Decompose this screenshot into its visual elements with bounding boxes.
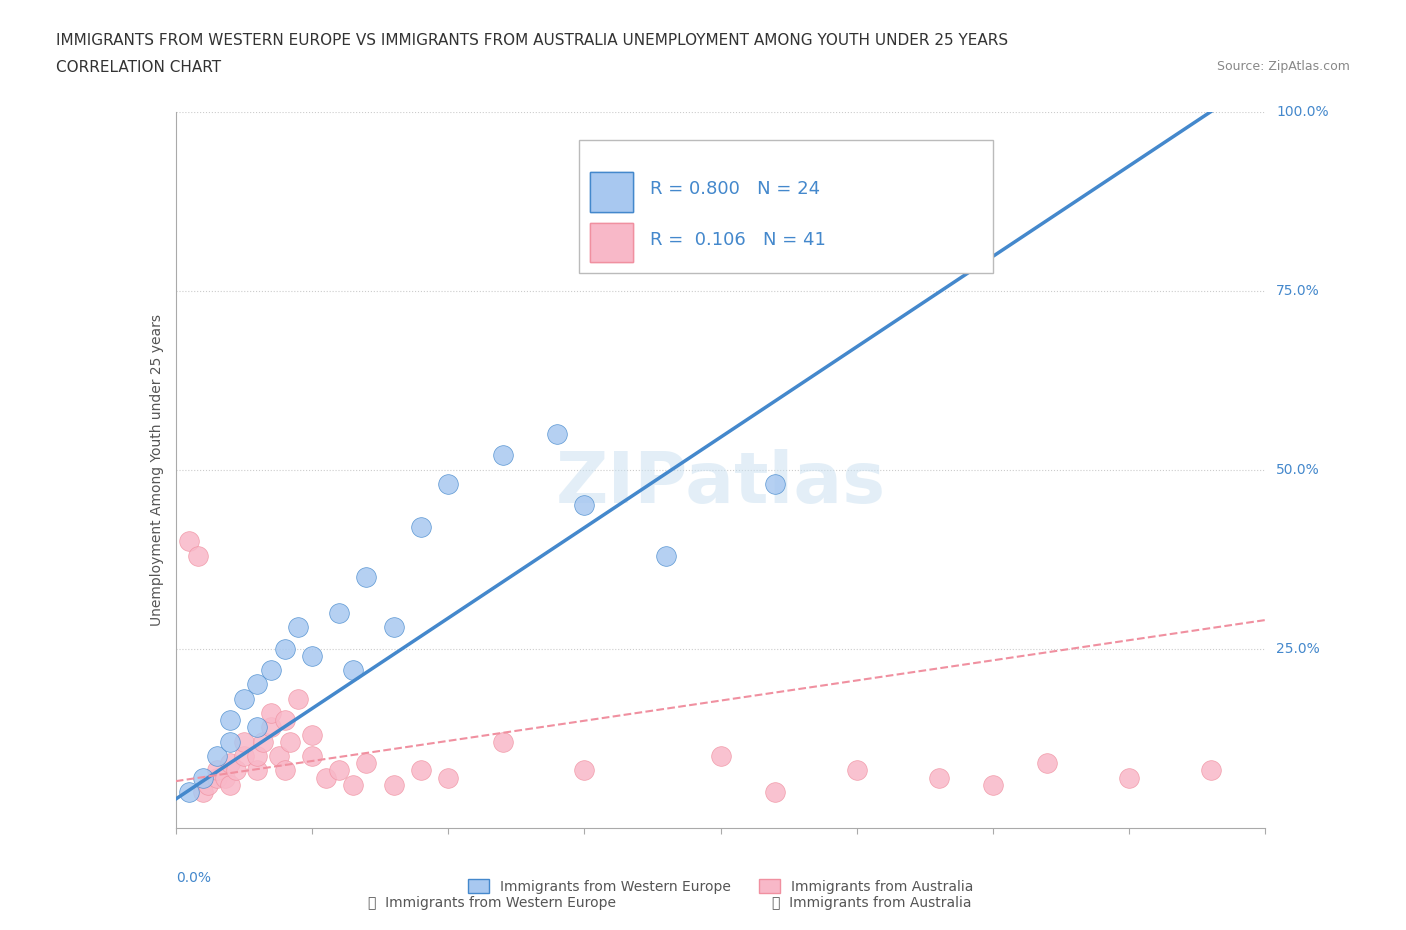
Point: [981, 777, 1004, 792]
Text: ⬜  Immigrants from Australia: ⬜ Immigrants from Australia: [772, 896, 972, 910]
Text: 25.0%: 25.0%: [1277, 642, 1320, 656]
Point: [287, 691, 309, 706]
Point: [214, 770, 236, 785]
Point: [437, 770, 460, 785]
Point: [763, 785, 786, 800]
Text: CORRELATION CHART: CORRELATION CHART: [56, 60, 221, 75]
Point: [382, 777, 405, 792]
Text: 0.0%: 0.0%: [176, 870, 211, 884]
Point: [382, 619, 405, 634]
Point: [655, 548, 678, 563]
Point: [269, 749, 291, 764]
Point: [219, 712, 242, 727]
Point: [260, 706, 283, 721]
Point: [845, 763, 868, 777]
Point: [278, 735, 301, 750]
Legend: Immigrants from Western Europe, Immigrants from Australia: Immigrants from Western Europe, Immigran…: [463, 873, 979, 899]
Point: [1199, 763, 1222, 777]
Point: [260, 720, 283, 735]
Point: [356, 569, 378, 585]
Text: 50.0%: 50.0%: [1277, 462, 1320, 477]
Text: IMMIGRANTS FROM WESTERN EUROPE VS IMMIGRANTS FROM AUSTRALIA UNEMPLOYMENT AMONG Y: IMMIGRANTS FROM WESTERN EUROPE VS IMMIGR…: [56, 33, 1008, 47]
Point: [246, 749, 269, 764]
Point: [274, 712, 297, 727]
Point: [274, 763, 297, 777]
Point: [409, 763, 432, 777]
Point: [246, 677, 269, 692]
Point: [409, 520, 432, 535]
Point: [328, 605, 350, 620]
FancyBboxPatch shape: [579, 140, 993, 272]
Point: [186, 548, 209, 563]
Point: [232, 735, 254, 750]
Point: [246, 763, 269, 777]
Y-axis label: Unemployment Among Youth under 25 years: Unemployment Among Youth under 25 years: [150, 313, 165, 626]
Point: [356, 756, 378, 771]
Point: [179, 534, 201, 549]
Point: [301, 648, 323, 663]
Text: ⬜  Immigrants from Western Europe: ⬜ Immigrants from Western Europe: [368, 896, 616, 910]
Text: ZIPatlas: ZIPatlas: [555, 449, 886, 518]
Point: [574, 498, 596, 513]
Point: [191, 770, 214, 785]
Point: [205, 770, 228, 785]
Point: [928, 770, 950, 785]
FancyBboxPatch shape: [591, 172, 633, 212]
Point: [546, 426, 568, 441]
Point: [232, 749, 254, 764]
Point: [191, 785, 214, 800]
Point: [492, 735, 515, 750]
FancyBboxPatch shape: [591, 222, 633, 262]
Point: [287, 619, 309, 634]
Point: [232, 691, 254, 706]
Point: [1118, 770, 1140, 785]
Point: [197, 777, 219, 792]
Point: [342, 663, 364, 678]
Point: [763, 476, 786, 491]
Point: [1036, 756, 1059, 771]
Point: [301, 727, 323, 742]
Point: [219, 777, 242, 792]
Point: [301, 749, 323, 764]
Text: R =  0.106   N = 41: R = 0.106 N = 41: [650, 232, 825, 249]
Point: [219, 756, 242, 771]
Point: [315, 770, 337, 785]
Text: 100.0%: 100.0%: [1277, 104, 1329, 119]
Point: [246, 720, 269, 735]
Point: [205, 763, 228, 777]
Point: [219, 735, 242, 750]
Point: [252, 735, 274, 750]
Point: [492, 448, 515, 463]
Point: [225, 763, 247, 777]
Point: [928, 154, 950, 169]
Text: 75.0%: 75.0%: [1277, 284, 1320, 298]
Point: [205, 749, 228, 764]
Point: [437, 476, 460, 491]
Text: Source: ZipAtlas.com: Source: ZipAtlas.com: [1216, 60, 1350, 73]
Point: [574, 763, 596, 777]
Point: [260, 663, 283, 678]
Point: [179, 785, 201, 800]
Point: [710, 749, 733, 764]
Text: R = 0.800   N = 24: R = 0.800 N = 24: [650, 179, 820, 198]
Point: [328, 763, 350, 777]
Point: [342, 777, 364, 792]
Point: [274, 642, 297, 657]
